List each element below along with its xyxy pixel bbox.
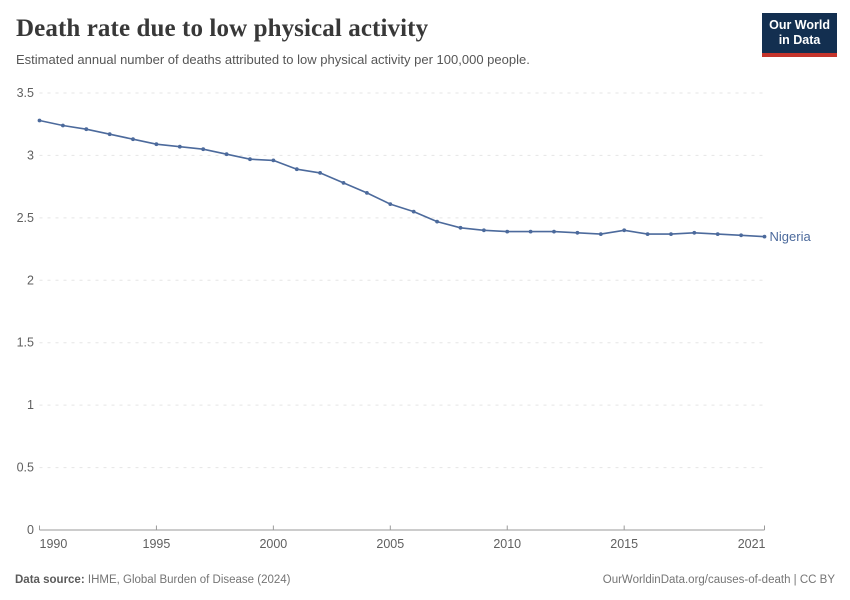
entity-label[interactable]: Nigeria bbox=[770, 229, 812, 244]
data-point[interactable] bbox=[154, 142, 159, 147]
y-tick-label: 3 bbox=[27, 148, 34, 162]
y-tick-label: 2.5 bbox=[17, 211, 34, 225]
data-point[interactable] bbox=[482, 228, 486, 233]
data-point[interactable] bbox=[318, 171, 322, 175]
data-point[interactable] bbox=[388, 202, 393, 207]
series-line[interactable] bbox=[38, 119, 766, 238]
chart-header: Death rate due to low physical activity … bbox=[16, 15, 760, 69]
data-source-label: Data source: bbox=[15, 574, 85, 586]
chart-footer: Data source: IHME, Global Burden of Dise… bbox=[15, 574, 835, 586]
x-tick-label: 2010 bbox=[493, 537, 521, 551]
y-tick-label: 1.5 bbox=[17, 336, 34, 350]
data-point[interactable] bbox=[435, 219, 439, 224]
data-point[interactable] bbox=[739, 233, 743, 238]
y-tick-label: 1 bbox=[27, 398, 34, 412]
y-tick-label: 2 bbox=[27, 273, 34, 287]
data-point[interactable] bbox=[622, 228, 627, 233]
data-point[interactable] bbox=[341, 181, 346, 185]
owid-attribution-link[interactable]: OurWorldinData.org/causes-of-death | CC … bbox=[602, 574, 835, 586]
data-point[interactable] bbox=[248, 157, 252, 162]
owid-logo-line1: Our World bbox=[769, 18, 830, 32]
owid-logo-line2: in Data bbox=[778, 33, 821, 48]
owid-logo[interactable]: Our World in Data bbox=[762, 13, 837, 57]
y-tick-label: 0 bbox=[27, 523, 34, 537]
data-point[interactable] bbox=[271, 158, 276, 163]
data-point[interactable] bbox=[528, 229, 533, 234]
data-point[interactable] bbox=[84, 127, 89, 132]
x-tick-label: 1990 bbox=[40, 537, 68, 551]
data-point[interactable] bbox=[505, 229, 510, 234]
x-tick-label: 2015 bbox=[610, 537, 638, 551]
data-point[interactable] bbox=[598, 232, 603, 237]
x-tick-label: 2021 bbox=[738, 537, 766, 551]
data-point[interactable] bbox=[365, 191, 369, 195]
data-point[interactable] bbox=[131, 137, 135, 142]
y-tick-label: 3.5 bbox=[17, 86, 34, 100]
data-point[interactable] bbox=[645, 232, 650, 237]
data-point[interactable] bbox=[107, 132, 112, 137]
data-point[interactable] bbox=[458, 225, 463, 230]
data-point[interactable] bbox=[669, 232, 673, 237]
x-tick-label: 2000 bbox=[259, 537, 287, 551]
x-tick-label: 1995 bbox=[143, 537, 171, 551]
x-tick-label: 2005 bbox=[376, 537, 404, 551]
data-point[interactable] bbox=[294, 167, 299, 172]
data-point[interactable] bbox=[201, 147, 206, 152]
data-point[interactable] bbox=[411, 209, 416, 214]
data-point[interactable] bbox=[762, 234, 767, 239]
data-point[interactable] bbox=[37, 118, 42, 123]
data-point[interactable] bbox=[552, 229, 556, 234]
data-point[interactable] bbox=[575, 230, 580, 235]
data-source: Data source: IHME, Global Burden of Dise… bbox=[15, 574, 291, 586]
data-point[interactable] bbox=[61, 123, 65, 128]
page-title: Death rate due to low physical activity bbox=[16, 15, 429, 42]
data-source-value: IHME, Global Burden of Disease (2024) bbox=[87, 574, 291, 586]
page-subtitle: Estimated annual number of deaths attrib… bbox=[16, 51, 530, 67]
data-point[interactable] bbox=[692, 230, 697, 235]
data-point[interactable] bbox=[177, 144, 182, 149]
data-point[interactable] bbox=[715, 232, 720, 237]
data-point[interactable] bbox=[224, 152, 229, 157]
y-tick-label: 0.5 bbox=[17, 461, 34, 475]
